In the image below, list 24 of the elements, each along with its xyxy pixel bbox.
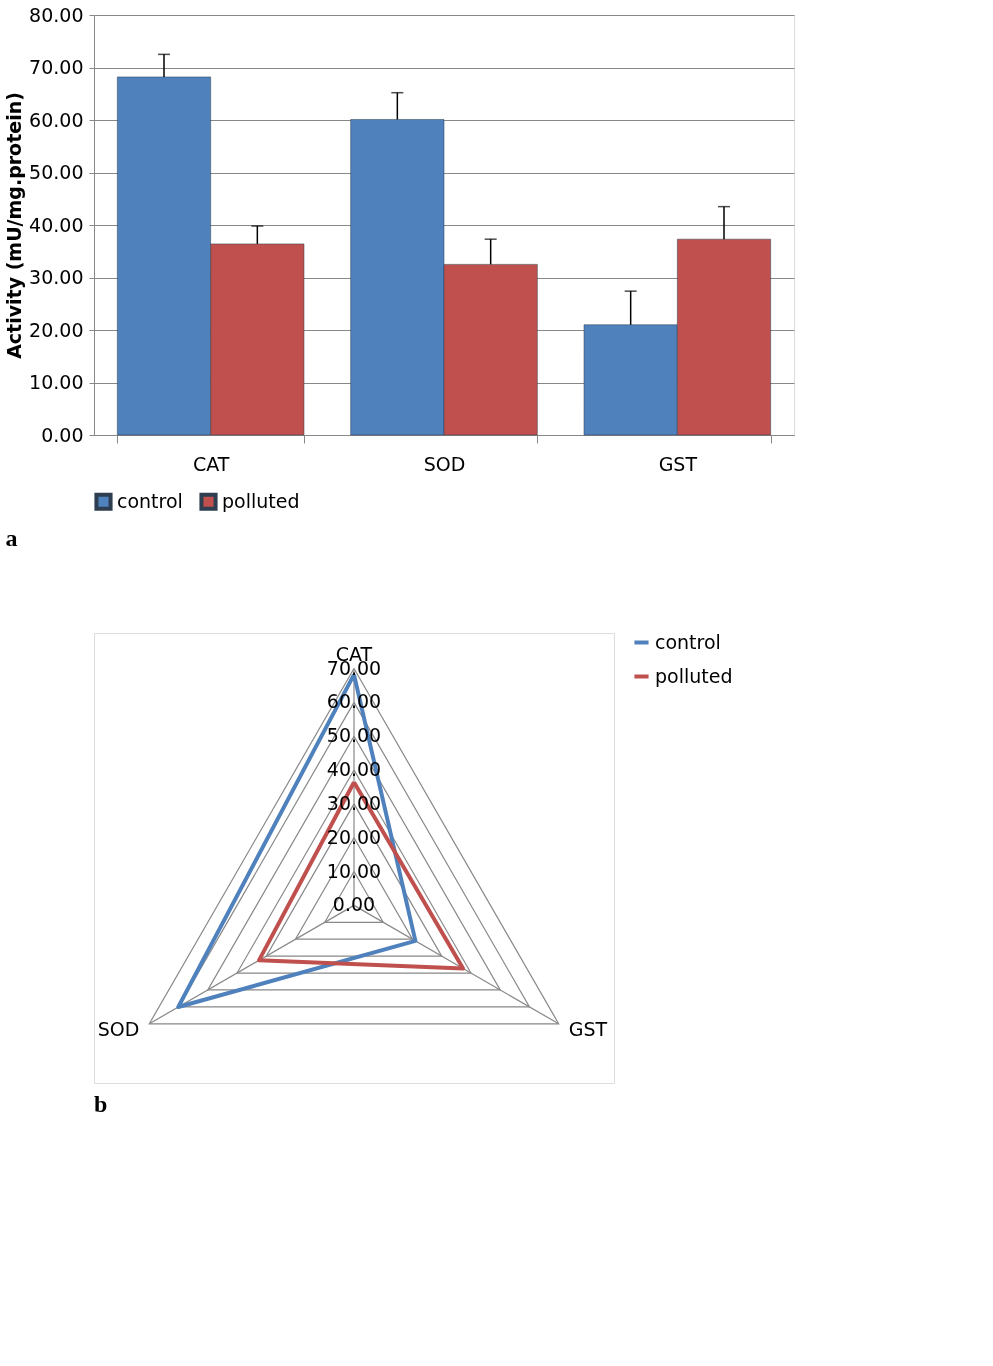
spoke-label: GST	[568, 1017, 608, 1040]
y-axis-title: Activity (mU/mg.protein)	[3, 92, 26, 359]
y-tick-label: 10.00	[29, 371, 84, 393]
y-tick-label: 80.00	[29, 3, 84, 26]
y-tick-label: 30.00	[29, 266, 84, 288]
text: b	[94, 1091, 108, 1117]
x-tick-label: GST	[658, 452, 698, 475]
y-tick-label: 60.00	[29, 108, 84, 131]
x-tick-label: CAT	[192, 452, 230, 475]
legend-label: control	[117, 489, 183, 512]
y-tick-label: 70.00	[29, 56, 84, 78]
y-tick-label: 0.00	[41, 423, 84, 446]
y-tick-label: 50.00	[29, 161, 84, 183]
spoke-label: SOD	[97, 1017, 140, 1040]
legend-label: control	[655, 630, 721, 653]
legend-label: polluted	[655, 664, 733, 687]
y-tick-label: 10.00	[326, 859, 382, 882]
y-tick-label: 40.00	[29, 213, 84, 236]
y-tick-label: 0.00	[332, 893, 376, 916]
y-tick-label: 20.00	[29, 318, 84, 341]
legend-label: polluted	[222, 489, 300, 512]
text: a	[5, 525, 18, 551]
x-tick-label: SOD	[423, 452, 466, 475]
y-tick-label: 20.00	[326, 825, 382, 848]
